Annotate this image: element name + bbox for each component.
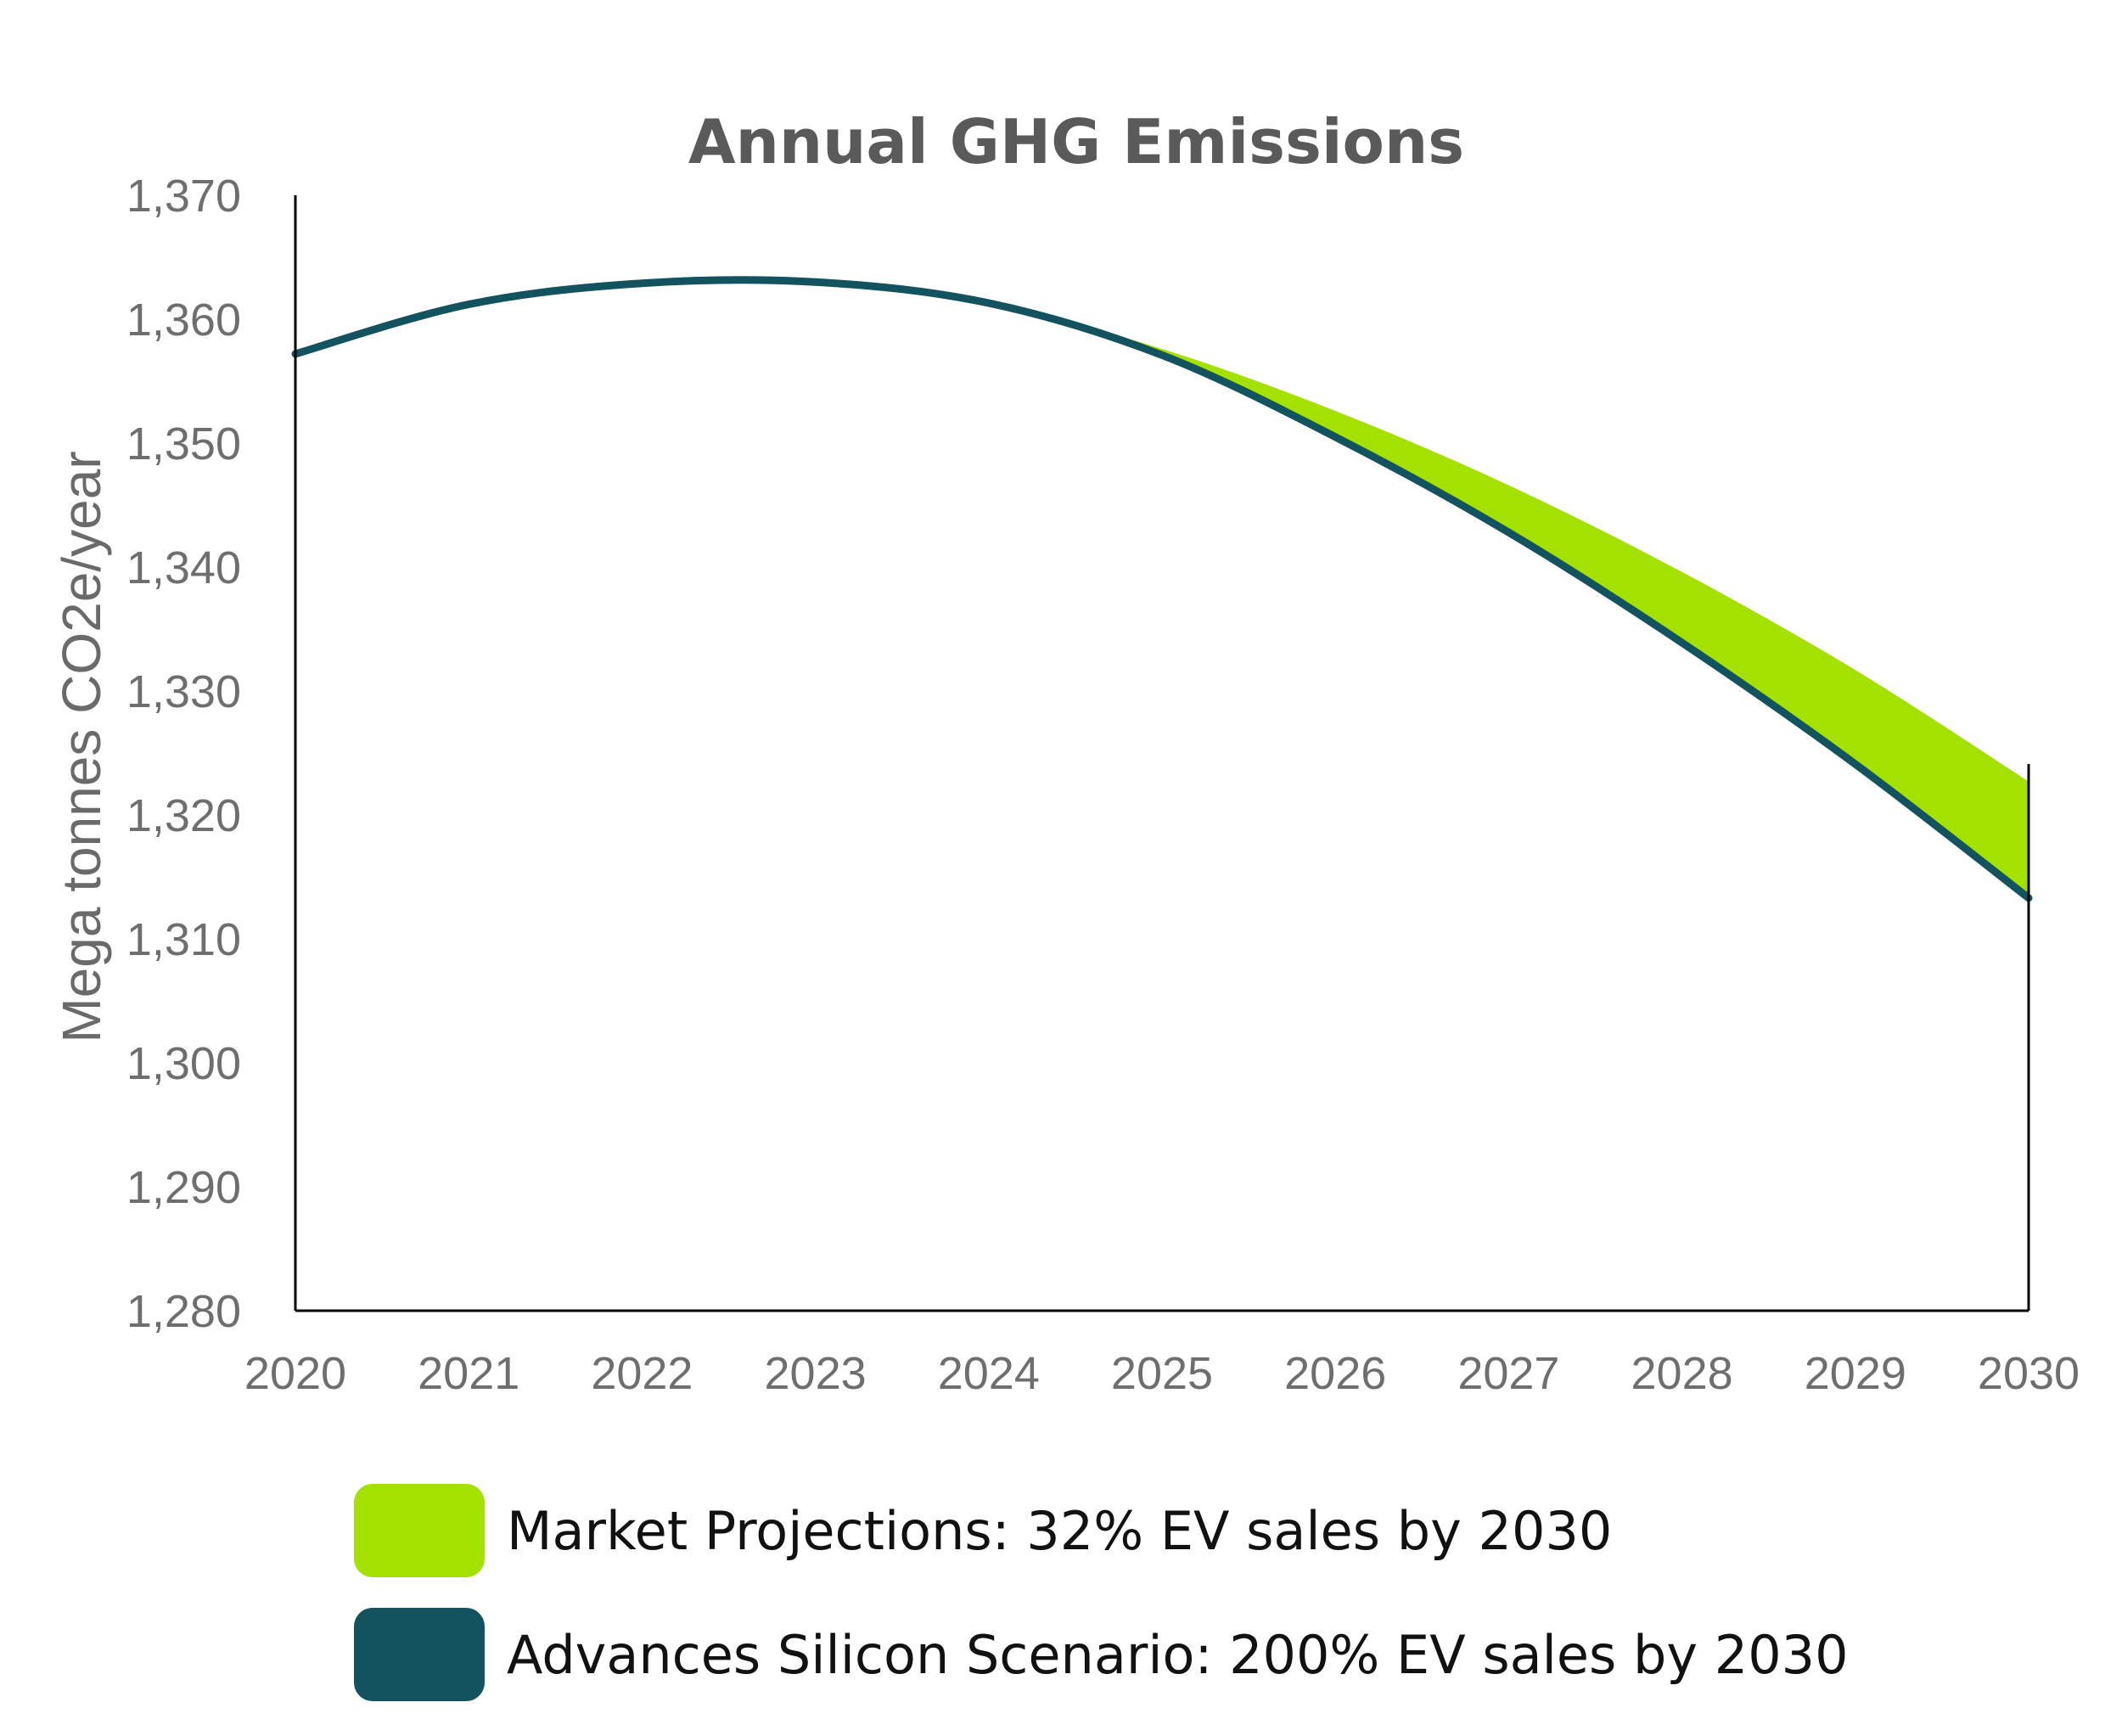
x-tick-label: 2024 [938, 1348, 1040, 1399]
y-tick-label: 1,370 [126, 171, 241, 222]
y-tick-label: 1,350 [126, 419, 241, 469]
chart-title: Annual GHG Emissions [688, 106, 1464, 177]
x-tick-label: 2026 [1284, 1348, 1386, 1399]
x-tick-label: 2021 [418, 1348, 519, 1399]
legend-label: Market Projections: 32% EV sales by 2030 [507, 1500, 1612, 1562]
legend-swatch [354, 1484, 485, 1577]
y-tick-labels: 1,280 1,290 1,300 1,310 1,320 1,330 1,340 1,350… [126, 171, 241, 1337]
y-tick-label: 1,290 [126, 1162, 241, 1213]
market-projections-area [295, 279, 2029, 898]
y-tick-label: 1,340 [126, 542, 241, 593]
y-tick-label: 1,360 [126, 295, 241, 346]
x-tick-label: 2023 [765, 1348, 867, 1399]
y-tick-label: 1,280 [126, 1286, 241, 1337]
y-tick-label: 1,310 [126, 914, 241, 965]
x-tick-label: 2020 [244, 1348, 346, 1399]
legend: Market Projections: 32% EV sales by 2030… [354, 1484, 1849, 1701]
x-tick-label: 2025 [1111, 1348, 1213, 1399]
plot-area [291, 276, 2033, 902]
legend-label: Advances Silicon Scenario: 200% EV sales… [507, 1624, 1849, 1686]
x-tick-labels: 2020 2021 2022 2023 2024 2025 2026 2027 2028 2029… [244, 1348, 2080, 1399]
x-tick-label: 2030 [1978, 1348, 2080, 1399]
y-tick-label: 1,320 [126, 790, 241, 841]
x-tick-label: 2028 [1631, 1348, 1733, 1399]
x-tick-label: 2027 [1457, 1348, 1559, 1399]
y-tick-label: 1,300 [126, 1038, 241, 1089]
x-tick-label: 2029 [1805, 1348, 1906, 1399]
advances-silicon-line [291, 276, 2033, 902]
x-tick-label: 2022 [591, 1348, 693, 1399]
y-axis-label: Mega tonnes CO2e/year [51, 451, 112, 1042]
y-tick-label: 1,330 [126, 666, 241, 717]
axes [294, 195, 2030, 1312]
legend-swatch [354, 1608, 485, 1701]
